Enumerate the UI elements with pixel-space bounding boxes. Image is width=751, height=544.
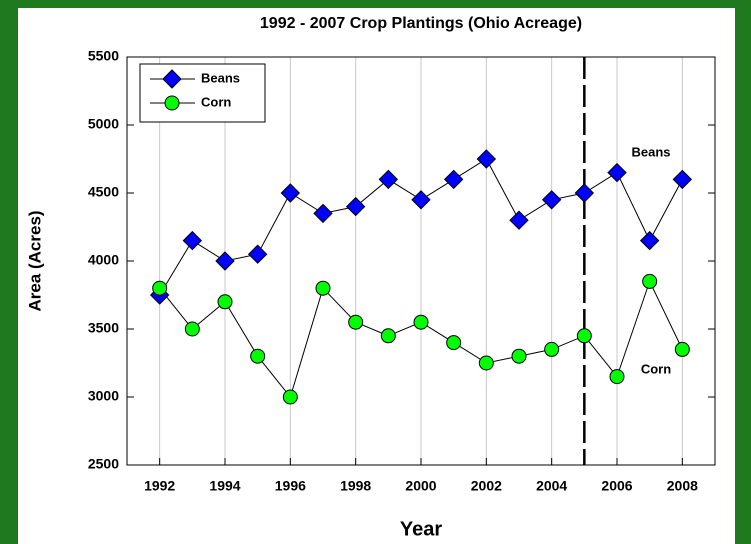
marker	[509, 210, 529, 230]
plot-frame	[126, 56, 716, 466]
marker	[478, 355, 494, 371]
x-tick-label: 2008	[667, 478, 698, 494]
marker	[476, 149, 497, 169]
marker	[544, 341, 560, 357]
y-tick-label: 5500	[88, 48, 119, 64]
y-tick-label: 4000	[88, 252, 119, 268]
marker	[182, 230, 203, 251]
legend-marker	[162, 69, 182, 89]
y-tick-label: 2500	[88, 456, 119, 472]
x-tick-label: 1996	[275, 478, 306, 494]
marker	[607, 162, 627, 183]
marker	[443, 169, 464, 190]
marker	[348, 314, 364, 330]
marker	[380, 328, 396, 344]
marker	[639, 230, 660, 251]
marker	[184, 321, 200, 337]
marker	[217, 294, 233, 310]
marker	[152, 280, 168, 296]
marker	[280, 183, 301, 203]
marker	[345, 196, 366, 217]
marker	[674, 341, 690, 357]
x-tick-label: 1994	[209, 478, 240, 494]
x-tick-label: 1998	[340, 478, 371, 494]
x-tick-label: 1992	[144, 478, 175, 494]
legend-marker	[164, 95, 180, 111]
legend: Beans Corn	[139, 63, 266, 123]
x-tick-label: 2006	[601, 478, 632, 494]
x-tick-label: 2002	[471, 478, 502, 494]
y-tick-label: 3000	[88, 388, 119, 404]
chart-panel	[18, 8, 735, 544]
legend-label: Corn	[201, 94, 231, 109]
marker	[215, 251, 235, 271]
marker	[411, 190, 431, 210]
marker	[413, 314, 429, 330]
x-tick-label: 2004	[536, 478, 567, 494]
y-tick-label: 3500	[88, 320, 119, 336]
marker	[446, 335, 462, 351]
x-axis-label: Year	[400, 518, 442, 540]
legend-label: Beans	[201, 70, 240, 85]
marker	[642, 273, 658, 289]
marker	[378, 169, 399, 190]
chart-title: 1992 - 2007 Crop Plantings (Ohio Acreage…	[260, 15, 582, 32]
marker	[541, 190, 562, 210]
y-axis-label: Area (Acres)	[25, 210, 44, 311]
marker	[672, 169, 693, 190]
marker	[313, 203, 333, 224]
marker	[315, 280, 331, 296]
marker	[576, 328, 592, 344]
y-tick-label: 4500	[88, 184, 119, 200]
x-tick-label: 2000	[405, 478, 436, 494]
annotation: Beans	[631, 144, 670, 159]
y-tick-label: 5000	[88, 116, 119, 132]
marker	[609, 369, 625, 385]
marker	[574, 183, 595, 203]
legend-box	[139, 63, 266, 123]
marker	[511, 348, 527, 364]
annotation: Corn	[641, 361, 671, 376]
marker	[282, 389, 298, 405]
marker	[247, 244, 268, 264]
marker	[250, 348, 266, 364]
